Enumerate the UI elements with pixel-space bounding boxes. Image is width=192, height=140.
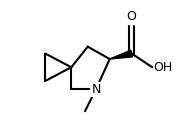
Text: OH: OH [154, 61, 173, 74]
Text: N: N [91, 83, 101, 96]
Polygon shape [110, 50, 132, 59]
Text: O: O [127, 10, 137, 23]
